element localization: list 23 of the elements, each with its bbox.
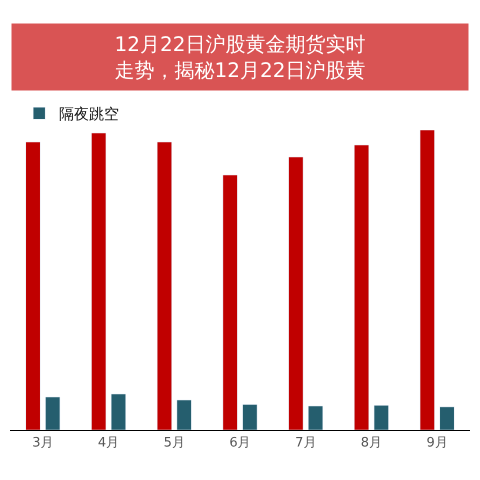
x-tick-label: 6月 bbox=[229, 436, 251, 451]
bar bbox=[242, 404, 258, 430]
bar bbox=[420, 130, 435, 430]
bar bbox=[374, 405, 389, 430]
bar bbox=[354, 144, 370, 430]
bar bbox=[176, 400, 192, 430]
bar bbox=[156, 142, 172, 430]
bar bbox=[91, 132, 106, 430]
bar bbox=[308, 406, 324, 430]
bar bbox=[45, 396, 60, 430]
bar bbox=[110, 394, 126, 430]
bar bbox=[26, 142, 40, 430]
x-tick-label: 9月 bbox=[426, 436, 448, 451]
bar bbox=[222, 174, 238, 430]
x-tick-label: 7月 bbox=[295, 436, 316, 451]
x-tick-label: 4月 bbox=[98, 436, 120, 451]
x-tick-label: 5月 bbox=[164, 436, 185, 451]
legend-label: 隔夜跳空 bbox=[59, 105, 120, 124]
x-tick-label: 8月 bbox=[360, 436, 382, 451]
chart-title: 12月22日沪股黄金期货实时走势，揭秘12月22日沪股黄 bbox=[114, 32, 366, 82]
bar bbox=[288, 156, 304, 430]
bar bbox=[440, 406, 454, 430]
x-tick-label: 3月 bbox=[32, 436, 54, 451]
